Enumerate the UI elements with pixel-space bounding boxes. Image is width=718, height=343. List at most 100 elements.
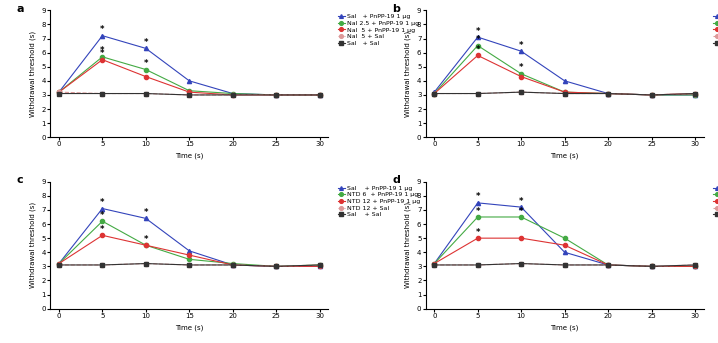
Text: *: * <box>144 208 148 217</box>
Text: *: * <box>475 206 480 216</box>
Text: *: * <box>519 206 523 216</box>
Veh        + PnPP-19 1 μg <box>473 201 482 205</box>
Text: *: * <box>100 25 105 34</box>
Sal   + Sal <box>560 92 569 96</box>
Text: *: * <box>100 46 105 56</box>
NTD 12 + PnPP-19 1 μg <box>55 261 63 265</box>
Clo 4 + PnPP-19 1 μg <box>560 90 569 94</box>
Veh        + PnPP-19 1 μg <box>647 264 656 269</box>
Nal  5 + Sal <box>141 92 150 96</box>
Sal   + PnPP-19 1 μg <box>141 46 150 50</box>
Sal    + Sal <box>185 263 194 267</box>
AM251 4 + Sal <box>560 263 569 267</box>
Text: *: * <box>100 211 105 220</box>
Nal 2.5 + PnPP-19 1 μg <box>55 90 63 94</box>
Sal   + Sal <box>473 92 482 96</box>
Line: Veh        + PnPP-19 1 μg: Veh + PnPP-19 1 μg <box>432 201 697 269</box>
Sal   + Sal <box>647 93 656 97</box>
Y-axis label: Withdrawal threshold (s): Withdrawal threshold (s) <box>29 202 36 288</box>
AM251 4 + Sal <box>430 263 439 267</box>
Nal  5 + Sal <box>272 93 281 97</box>
Line: Sal    + PnPP-19 1 μg: Sal + PnPP-19 1 μg <box>57 206 322 269</box>
Sal   + Sal <box>604 92 612 96</box>
Nal  5 + PnPP-19 1 μg <box>272 93 281 97</box>
Sal    + PnPP-19 1 μg <box>272 264 281 269</box>
Line: Sal   + Sal: Sal + Sal <box>57 92 322 97</box>
NTD 6  + PnPP-19 1 μg <box>98 219 107 223</box>
AM251 4 + Sal <box>647 264 656 269</box>
AM251 2 + PnPP-19 1 μg <box>604 263 612 267</box>
AM251 2 + PnPP-19 1 μg <box>560 236 569 240</box>
Veh        + Sal <box>604 263 612 267</box>
Clo 4 + Sal <box>517 90 526 94</box>
AM251 4 + PnPP-19 1 μg <box>691 264 699 269</box>
AM251 4 + PnPP-19 1 μg <box>430 261 439 265</box>
AM251 2 + PnPP-19 1 μg <box>647 264 656 269</box>
Veh        + PnPP-19 1 μg <box>517 205 526 209</box>
Sal    + PnPP-19 1 μg <box>98 206 107 211</box>
Line: Nal  5 + Sal: Nal 5 + Sal <box>57 90 322 97</box>
Sal   + Sal <box>185 93 194 97</box>
NTD 12 + PnPP-19 1 μg <box>272 264 281 269</box>
Sal    + PnPP-19 1 μg <box>141 216 150 221</box>
Line: Clo 4 + PnPP-19 1 μg: Clo 4 + PnPP-19 1 μg <box>432 54 697 97</box>
Legend: Veh        + PnPP-19 1 μg, AM251 2 + PnPP-19 1 μg, AM251 4 + PnPP-19 1 μg, AM251: Veh + PnPP-19 1 μg, AM251 2 + PnPP-19 1 … <box>712 185 718 218</box>
Line: Veh        + Sal: Veh + Sal <box>432 261 697 269</box>
Sal    + Sal <box>141 261 150 265</box>
Nal 2.5 + PnPP-19 1 μg <box>185 88 194 93</box>
Nal  5 + Sal <box>185 93 194 97</box>
X-axis label: Time (s): Time (s) <box>175 324 203 331</box>
Veh        + PnPP-19 1 μg <box>560 250 569 254</box>
Line: Nal  5 + PnPP-19 1 μg: Nal 5 + PnPP-19 1 μg <box>57 58 322 97</box>
Veh        + Sal <box>691 263 699 267</box>
NTD 12 + Sal <box>98 263 107 267</box>
Sal    + Sal <box>315 263 324 267</box>
Veh        + Sal <box>430 263 439 267</box>
AM251 4 + PnPP-19 1 μg <box>517 236 526 240</box>
AM251 4 + Sal <box>604 263 612 267</box>
Line: Sal   + Sal: Sal + Sal <box>432 90 697 97</box>
Nal  5 + PnPP-19 1 μg <box>185 90 194 94</box>
Veh        + PnPP-19 1 μg <box>691 264 699 269</box>
Text: *: * <box>519 63 523 72</box>
Text: a: a <box>17 4 24 14</box>
Line: Nal 2.5 + PnPP-19 1 μg: Nal 2.5 + PnPP-19 1 μg <box>57 55 322 97</box>
Y-axis label: Withdrawal threshold (s): Withdrawal threshold (s) <box>29 31 36 117</box>
AM251 4 + PnPP-19 1 μg <box>560 243 569 247</box>
Clo 4 + Sal <box>430 92 439 96</box>
Text: *: * <box>144 59 148 68</box>
Nal  5 + Sal <box>98 92 107 96</box>
Clo 4 + PnPP-19 1 μg <box>604 92 612 96</box>
Text: *: * <box>475 35 480 44</box>
Sal   + PnPP-19 1 μg <box>647 93 656 97</box>
X-axis label: Time (s): Time (s) <box>175 153 203 159</box>
Sal   + PnPP-19 1 μg <box>430 90 439 94</box>
Text: *: * <box>519 41 523 50</box>
NTD 12 + Sal <box>55 263 63 267</box>
AM251 4 + PnPP-19 1 μg <box>647 264 656 269</box>
Sal    + Sal <box>55 263 63 267</box>
Text: *: * <box>475 45 480 54</box>
Line: AM251 2 + PnPP-19 1 μg: AM251 2 + PnPP-19 1 μg <box>432 215 697 269</box>
AM251 2 + PnPP-19 1 μg <box>517 215 526 219</box>
Line: NTD 12 + PnPP-19 1 μg: NTD 12 + PnPP-19 1 μg <box>57 233 322 269</box>
Text: *: * <box>100 198 105 207</box>
Veh        + Sal <box>560 263 569 267</box>
Veh        + PnPP-19 1 μg <box>604 263 612 267</box>
Veh        + Sal <box>647 264 656 269</box>
NTD 12 + PnPP-19 1 μg <box>98 233 107 237</box>
Line: Sal   + PnPP-19 1 μg: Sal + PnPP-19 1 μg <box>432 35 697 97</box>
Sal   + PnPP-19 1 μg <box>228 92 237 96</box>
Nal  5 + PnPP-19 1 μg <box>141 74 150 79</box>
NTD 12 + Sal <box>141 261 150 265</box>
X-axis label: Time (s): Time (s) <box>551 153 579 159</box>
Nal  5 + Sal <box>315 93 324 97</box>
Clo 4 + PnPP-19 1 μg <box>473 54 482 58</box>
Legend: Sal    + PnPP-19 1 μg, NTD 6  + PnPP-19 1 μg, NTD 12 + PnPP-19 1 μg, NTD 12 + Sa: Sal + PnPP-19 1 μg, NTD 6 + PnPP-19 1 μg… <box>337 185 421 218</box>
Nal  5 + PnPP-19 1 μg <box>315 93 324 97</box>
Sal   + Sal <box>272 93 281 97</box>
NTD 6  + PnPP-19 1 μg <box>228 261 237 265</box>
Veh        + Sal <box>517 261 526 265</box>
Sal   + PnPP-19 1 μg <box>185 79 194 83</box>
Line: Clo 4 + Sal: Clo 4 + Sal <box>432 90 697 97</box>
